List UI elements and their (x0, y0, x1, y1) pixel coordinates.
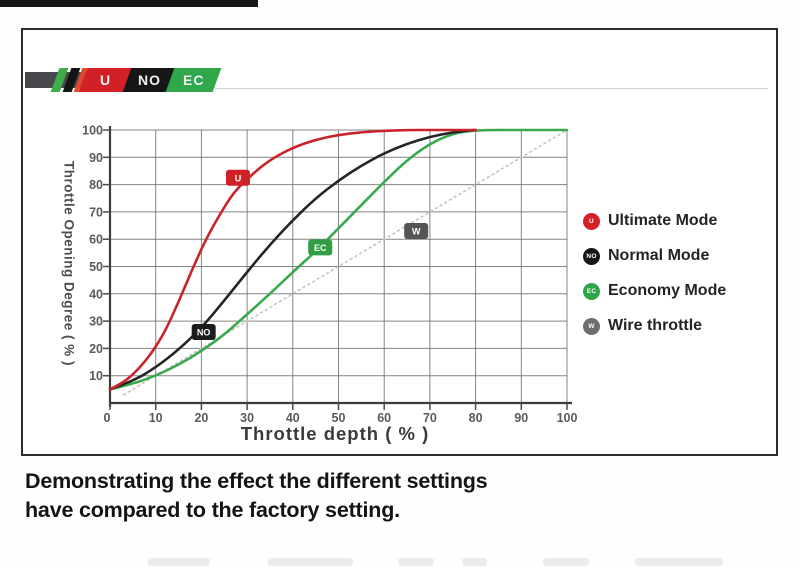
cropped-strip-segment (462, 558, 487, 566)
svg-text:EC: EC (314, 243, 327, 253)
svg-text:60: 60 (377, 411, 391, 425)
svg-text:50: 50 (332, 411, 346, 425)
legend-dot-icon: U (583, 212, 600, 230)
svg-text:20: 20 (194, 411, 208, 425)
svg-text:U: U (235, 173, 242, 183)
chart-panel: U NO EC 0 10 20 30 40 50 60 70 80 90 100 10 20 30 40 50 60… (21, 28, 778, 456)
svg-text:100: 100 (557, 411, 578, 425)
legend-item: NO Normal Mode (583, 246, 726, 266)
svg-text:10: 10 (89, 369, 103, 383)
cropped-strip-segment (268, 558, 353, 566)
caption-line2: have compared to the factory setting. (25, 498, 400, 523)
legend-label: Economy Mode (608, 282, 727, 299)
throttle-curves-chart: 0 10 20 30 40 50 60 70 80 90 100 10 20 30 40 50 60 70 80 90… (82, 124, 578, 426)
svg-text:40: 40 (286, 411, 300, 425)
legend-dot-icon: EC (583, 282, 600, 300)
legend-item: U Ultimate Mode (583, 211, 726, 231)
svg-text:20: 20 (89, 342, 103, 356)
caption-line1: Demonstrating the effect the different s… (25, 469, 488, 493)
svg-text:90: 90 (514, 411, 528, 425)
legend-dot-icon: NO (583, 247, 600, 265)
legend-label: Wire throttle (608, 317, 703, 334)
svg-text:100: 100 (82, 124, 103, 138)
svg-text:60: 60 (89, 233, 103, 247)
y-axis-label: Throttle Opening Degree ( % ) (61, 161, 77, 367)
svg-text:W: W (412, 227, 421, 237)
cropped-strip-segment (635, 558, 723, 566)
svg-text:50: 50 (89, 260, 103, 274)
svg-text:40: 40 (89, 287, 103, 301)
svg-text:NO: NO (197, 328, 211, 338)
top-accent-bar (0, 0, 258, 7)
svg-text:80: 80 (89, 178, 103, 192)
legend-item: EC Economy Mode (583, 281, 726, 301)
svg-text:90: 90 (89, 151, 103, 165)
cropped-strip-segment (398, 558, 434, 566)
svg-text:10: 10 (149, 411, 163, 425)
svg-text:70: 70 (89, 205, 103, 219)
legend-item: W Wire throttle (583, 316, 726, 336)
brand-logo: U NO EC (25, 68, 225, 92)
cropped-strip-segment (543, 558, 589, 566)
svg-text:70: 70 (423, 411, 437, 425)
legend-dot-icon: W (583, 317, 600, 335)
cropped-strip-segment (148, 558, 210, 566)
svg-text:30: 30 (89, 315, 103, 329)
svg-text:30: 30 (240, 411, 254, 425)
legend: U Ultimate Mode NO Normal Mode EC Economy Mod… (583, 211, 726, 336)
divider-line (215, 88, 768, 89)
caption: Demonstrating the effect the different s… (25, 467, 488, 525)
svg-text:0: 0 (104, 411, 111, 425)
svg-text:80: 80 (469, 411, 483, 425)
legend-label: Ultimate Mode (608, 212, 718, 229)
legend-label: Normal Mode (608, 247, 710, 264)
x-axis-label: Throttle depth ( % ) (240, 423, 430, 444)
